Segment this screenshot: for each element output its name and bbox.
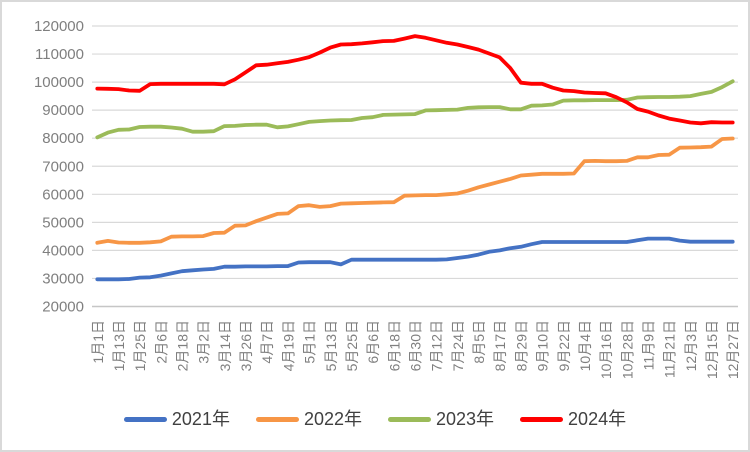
legend-item-2023: 2023年: [388, 410, 494, 428]
x-axis-tick-label: 10月4日: [577, 320, 593, 371]
x-axis-tick-label: 10月28日: [619, 320, 635, 379]
series-line-2022年: [95, 136, 735, 245]
y-axis-tick-label: 110000: [35, 46, 84, 63]
x-axis-tick-label: 8月29日: [513, 320, 529, 371]
legend-label-2024: 2024年: [568, 409, 627, 429]
x-axis-tick-label: 3月2日: [196, 320, 212, 364]
legend-swatch-2023-icon: [388, 416, 431, 422]
x-axis-tick-label: 3月26日: [238, 320, 254, 371]
legend-swatch-2022-icon: [255, 416, 299, 422]
x-axis-tick-label: 6月18日: [386, 320, 402, 371]
legend-swatch-2021-icon: [123, 416, 167, 422]
y-axis-tick-label: 80000: [42, 130, 84, 147]
x-axis-tick-label: 7月12日: [429, 320, 445, 371]
x-axis-tick-label: 9月10日: [535, 320, 551, 371]
x-axis-tick-label: 4月19日: [280, 320, 296, 371]
x-axis-tick-label: 12月3日: [683, 320, 699, 371]
series-line-2024年: [95, 34, 735, 126]
x-axis-tick-label: 7月24日: [450, 320, 466, 371]
x-axis-tick-label: 5月25日: [344, 320, 360, 371]
y-axis-tick-label: 40000: [42, 242, 84, 259]
x-axis-tick-label: 11月21日: [662, 320, 678, 378]
series-line-2021年: [95, 236, 735, 282]
x-axis-tick-label: 1月13日: [111, 320, 127, 371]
legend-item-2024: 2024年: [520, 410, 626, 428]
legend: 2021年 2022年 2023年 2024年: [2, 410, 748, 428]
x-axis-tick-label: 5月1日: [302, 320, 318, 364]
series-line-2023年: [95, 79, 735, 140]
x-axis-tick-label: 2月6日: [153, 320, 169, 364]
x-axis-tick-label: 6月30日: [408, 320, 424, 371]
y-axis-tick-label: 100000: [34, 74, 84, 91]
y-axis-tick-label: 70000: [42, 158, 84, 175]
x-axis-tick-label: 4月7日: [259, 320, 275, 364]
y-axis-tick-label: 120000: [34, 18, 84, 35]
x-axis-tick-label: 5月13日: [323, 320, 339, 371]
x-axis-tick-label: 3月14日: [217, 320, 233, 371]
legend-label-2022: 2022年: [303, 409, 362, 429]
x-axis-tick-label: 10月16日: [598, 320, 614, 379]
y-axis-tick-label: 30000: [42, 270, 84, 287]
x-axis-tick-label: 8月5日: [471, 320, 487, 364]
y-axis-tick-label: 90000: [42, 102, 84, 119]
x-axis-tick-label: 1月25日: [132, 320, 148, 371]
x-axis-tick-label: 2月18日: [175, 320, 191, 371]
y-axis-tick-label: 20000: [42, 299, 84, 316]
x-axis-tick-label: 12月15日: [704, 320, 720, 379]
x-axis-tick-label: 6月6日: [365, 320, 381, 364]
x-axis-tick-label: 11月9日: [640, 320, 656, 370]
x-axis-tick-label: 8月17日: [492, 320, 508, 371]
x-axis-tick-label: 12月27日: [725, 320, 741, 379]
legend-label-2023: 2023年: [436, 409, 495, 429]
x-axis-tick-label: 9月22日: [556, 320, 572, 371]
legend-swatch-2024-icon: [520, 416, 564, 422]
y-axis-tick-label: 60000: [42, 186, 84, 203]
x-axis-tick-label: 1月1日: [90, 320, 106, 364]
legend-item-2022: 2022年: [255, 409, 362, 429]
y-axis-tick-label: 50000: [42, 214, 84, 231]
legend-item-2021: 2021年: [123, 409, 230, 429]
legend-label-2021: 2021年: [171, 409, 230, 429]
